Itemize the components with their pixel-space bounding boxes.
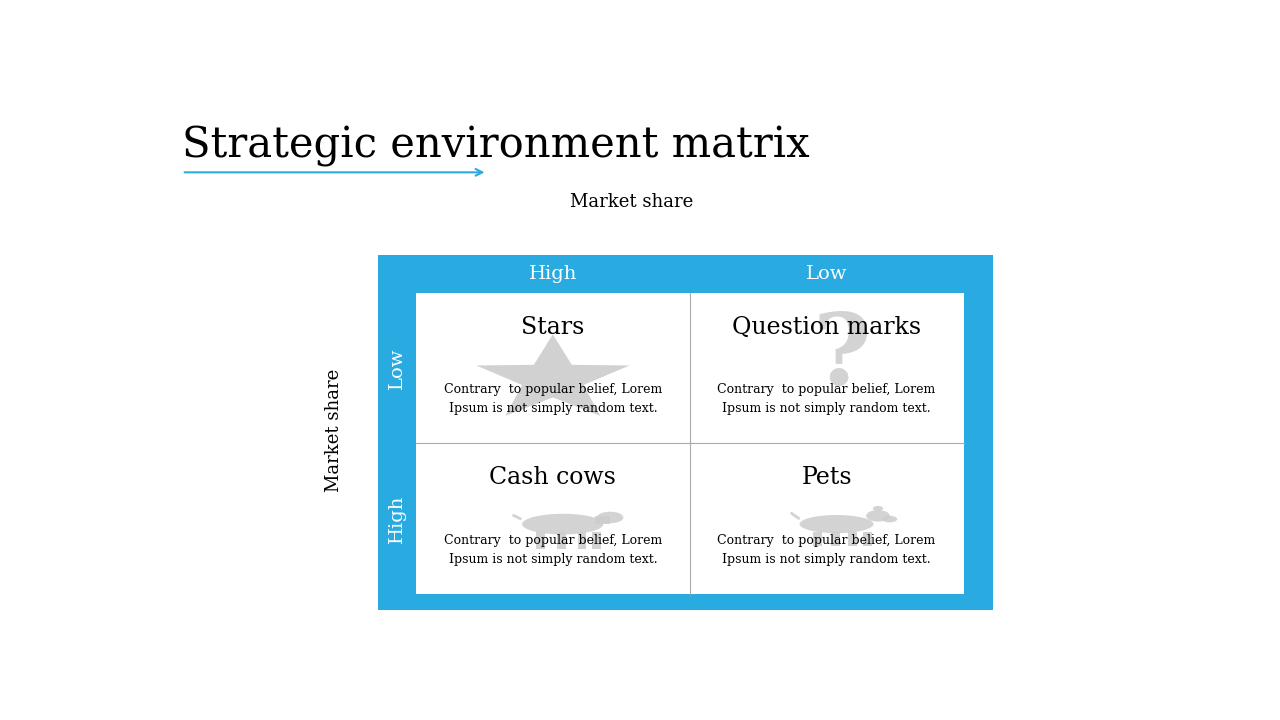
Bar bbox=[379, 293, 416, 444]
FancyBboxPatch shape bbox=[849, 531, 858, 546]
FancyBboxPatch shape bbox=[536, 532, 545, 549]
Text: Pets: Pets bbox=[801, 466, 852, 489]
Text: Contrary  to popular belief, Lorem
Ipsum is not simply random text.: Contrary to popular belief, Lorem Ipsum … bbox=[718, 383, 936, 415]
FancyBboxPatch shape bbox=[831, 531, 840, 546]
FancyBboxPatch shape bbox=[595, 516, 611, 524]
Bar bbox=[379, 444, 416, 594]
Text: High: High bbox=[529, 266, 577, 284]
Text: High: High bbox=[388, 495, 406, 543]
Ellipse shape bbox=[522, 514, 603, 534]
Text: Contrary  to popular belief, Lorem
Ipsum is not simply random text.: Contrary to popular belief, Lorem Ipsum … bbox=[444, 383, 662, 415]
Ellipse shape bbox=[873, 506, 883, 511]
Text: Contrary  to popular belief, Lorem
Ipsum is not simply random text.: Contrary to popular belief, Lorem Ipsum … bbox=[718, 534, 936, 566]
Text: Question marks: Question marks bbox=[732, 316, 922, 338]
FancyArrowPatch shape bbox=[513, 516, 521, 518]
Text: ?: ? bbox=[813, 309, 870, 406]
FancyBboxPatch shape bbox=[593, 532, 602, 549]
Text: Contrary  to popular belief, Lorem
Ipsum is not simply random text.: Contrary to popular belief, Lorem Ipsum … bbox=[444, 534, 662, 566]
FancyArrowPatch shape bbox=[184, 169, 483, 176]
Ellipse shape bbox=[882, 516, 897, 523]
Ellipse shape bbox=[800, 515, 873, 534]
Polygon shape bbox=[476, 334, 630, 416]
FancyBboxPatch shape bbox=[577, 532, 586, 549]
FancyBboxPatch shape bbox=[557, 532, 566, 549]
Text: Low: Low bbox=[388, 348, 406, 389]
FancyArrowPatch shape bbox=[791, 513, 799, 518]
Text: Strategic environment matrix: Strategic environment matrix bbox=[182, 125, 809, 167]
Text: Stars: Stars bbox=[521, 316, 585, 338]
FancyBboxPatch shape bbox=[813, 531, 822, 546]
Text: Cash cows: Cash cows bbox=[489, 466, 616, 489]
Ellipse shape bbox=[596, 512, 623, 523]
Text: Low: Low bbox=[806, 266, 847, 284]
Bar bbox=[416, 293, 964, 594]
Text: Market share: Market share bbox=[325, 369, 343, 492]
Text: Market share: Market share bbox=[570, 193, 692, 211]
FancyBboxPatch shape bbox=[863, 531, 872, 546]
Bar bbox=[379, 256, 993, 611]
Ellipse shape bbox=[867, 510, 890, 521]
